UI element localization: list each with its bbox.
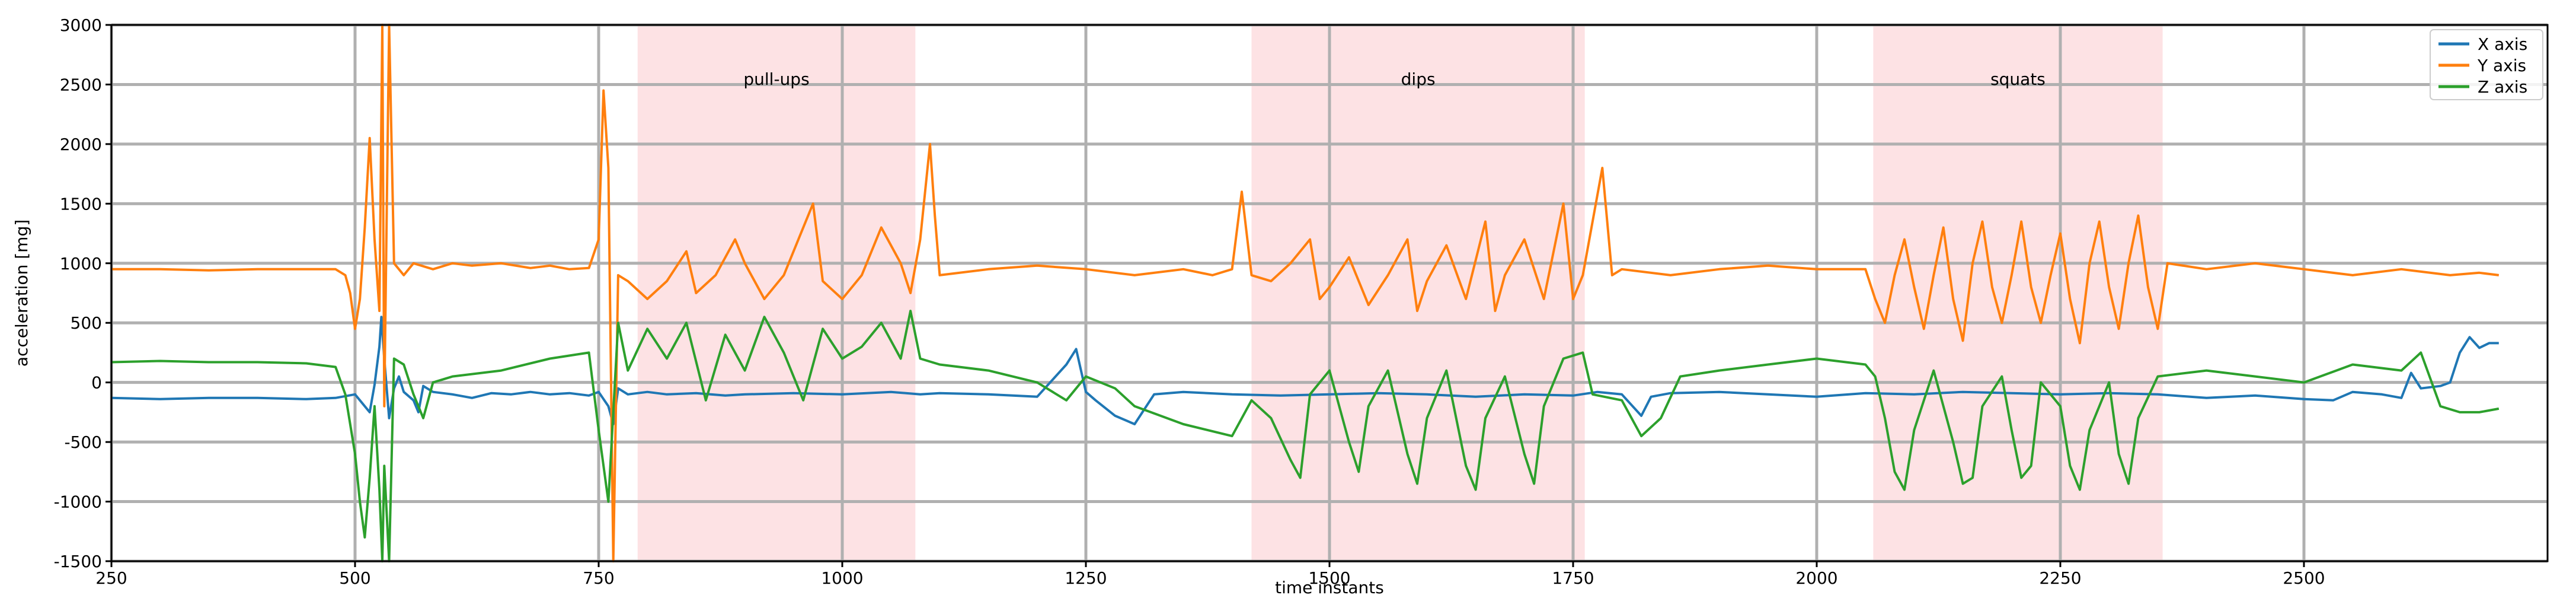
x-tick-label: 1250 <box>1065 568 1107 588</box>
x-tick-label: 1750 <box>1552 568 1594 588</box>
x-tick-label: 750 <box>583 568 614 588</box>
region-label: dips <box>1401 69 1436 89</box>
y-tick-label: 500 <box>71 313 102 333</box>
region-label: squats <box>1990 69 2046 89</box>
series-line <box>111 24 2500 562</box>
region-label: pull-ups <box>743 69 809 89</box>
x-axis-title: time instants <box>1275 578 1384 595</box>
x-tick-label: 2500 <box>2283 568 2325 588</box>
x-tick-label: 500 <box>339 568 370 588</box>
x-tick-label: 2250 <box>2039 568 2081 588</box>
region-labels: pull-ups dips squats <box>743 69 2046 89</box>
legend-box <box>2430 29 2543 100</box>
activity-regions <box>637 25 2163 561</box>
region-band <box>637 25 916 561</box>
y-axis-title: acceleration [mg] <box>12 219 31 367</box>
y-tick-label: 3000 <box>60 15 102 35</box>
x-tick-label: 2000 <box>1795 568 1837 588</box>
y-tick-label: -1000 <box>54 492 102 512</box>
grid <box>110 23 2548 563</box>
legend: X axis Y axis Z axis <box>2430 29 2543 100</box>
legend-label: Z axis <box>2478 77 2527 97</box>
y-tick-label: 1500 <box>60 194 102 214</box>
series-lines <box>111 24 2500 562</box>
y-tick-label: -1500 <box>54 552 102 571</box>
legend-label: Y axis <box>2477 56 2526 75</box>
legend-label: X axis <box>2478 34 2527 54</box>
series-line <box>111 310 2500 562</box>
y-tick-label: -500 <box>64 432 102 452</box>
y-tick-label: 2500 <box>60 75 102 94</box>
x-tick-label: 1500 <box>1308 568 1350 588</box>
series-line <box>111 316 2499 425</box>
y-tick-label: 1000 <box>60 254 102 273</box>
y-tick-label: 2000 <box>60 135 102 154</box>
region-band <box>1873 25 2163 561</box>
axis-ticks: 250 500 750 1000 1250 1500 1750 2000 2250 2500 -15… <box>54 15 2325 588</box>
y-tick-label: 0 <box>91 373 102 393</box>
x-tick-label: 1000 <box>821 568 863 588</box>
x-tick-label: 250 <box>95 568 127 588</box>
